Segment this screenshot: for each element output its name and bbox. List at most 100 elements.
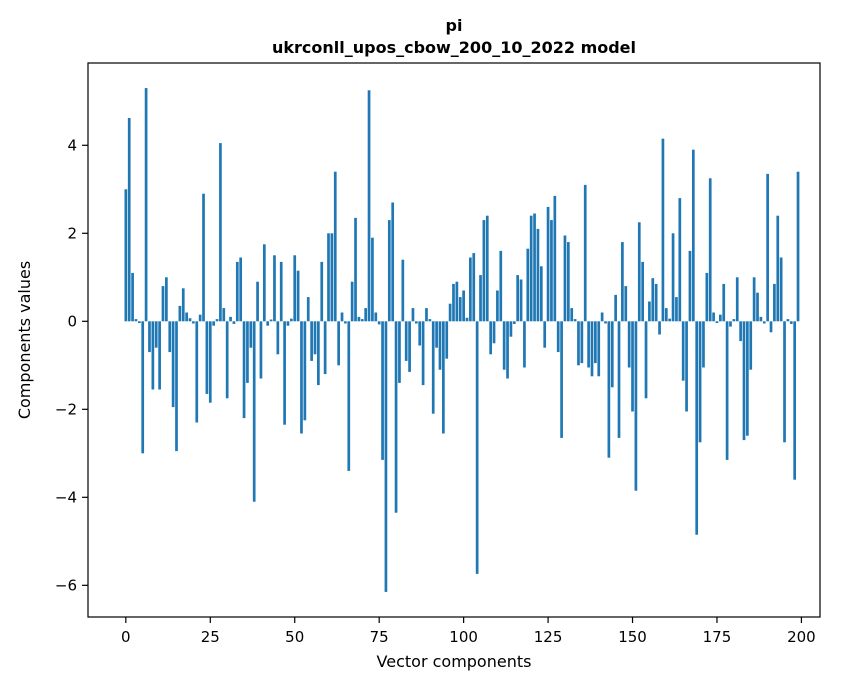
bar	[171, 321, 175, 408]
bar	[452, 283, 455, 322]
bar	[181, 288, 185, 322]
bar	[475, 321, 479, 574]
y-tick-label: −4	[55, 488, 77, 506]
bar	[526, 248, 530, 322]
bar	[131, 272, 134, 322]
bar	[398, 321, 401, 383]
bar	[773, 283, 776, 322]
bar	[283, 321, 286, 425]
x-tick-label: 75	[370, 628, 389, 646]
bar	[651, 278, 655, 322]
bar	[198, 314, 202, 322]
x-axis-label: Vector components	[377, 652, 532, 671]
bar	[766, 173, 769, 322]
bar	[273, 255, 276, 322]
bar	[425, 308, 428, 322]
bar	[556, 321, 560, 353]
bar	[188, 318, 192, 322]
bar	[627, 321, 631, 368]
bar	[428, 319, 432, 322]
bar	[739, 321, 742, 342]
bar	[732, 319, 736, 322]
bar	[550, 220, 553, 322]
bar	[225, 321, 229, 399]
bar	[482, 220, 486, 322]
bar	[637, 222, 641, 322]
bar	[610, 321, 614, 388]
bar	[354, 217, 357, 322]
bar	[259, 321, 263, 379]
bar	[195, 321, 199, 423]
bar	[141, 321, 145, 454]
bar	[566, 242, 570, 322]
bar	[442, 321, 445, 434]
bar	[124, 189, 128, 322]
bar	[624, 286, 628, 322]
bar	[165, 277, 168, 322]
bar	[648, 301, 651, 322]
bar	[340, 312, 344, 322]
bar	[333, 171, 337, 322]
bar	[205, 321, 209, 394]
bar	[614, 294, 617, 322]
bar	[232, 321, 236, 324]
bar	[762, 321, 766, 324]
x-tick-label: 0	[121, 628, 131, 646]
bar	[502, 321, 506, 370]
bar	[675, 297, 678, 322]
bar	[462, 290, 465, 322]
bar	[708, 178, 712, 322]
bar	[587, 321, 590, 368]
bar	[506, 321, 509, 379]
chart-title: pi	[446, 16, 463, 35]
bar	[553, 195, 557, 322]
bar	[786, 319, 790, 322]
bar	[594, 321, 597, 364]
bar	[276, 321, 280, 355]
bar	[323, 321, 327, 375]
x-tick-label: 50	[285, 628, 304, 646]
bar	[384, 321, 388, 592]
bar	[607, 321, 611, 458]
bar	[695, 321, 699, 535]
bar	[421, 321, 425, 386]
bar	[279, 261, 283, 322]
bar	[546, 206, 550, 322]
chart-subtitle: ukrconll_upos_cbow_200_10_2022 model	[272, 38, 636, 57]
bar	[512, 321, 516, 324]
bar	[286, 321, 290, 326]
bar	[634, 321, 638, 491]
plot-area-frame	[87, 62, 821, 618]
bar	[418, 321, 422, 346]
bar	[597, 321, 601, 377]
bar	[360, 319, 364, 322]
bar	[691, 149, 695, 322]
bar	[489, 321, 492, 355]
y-axis-label: Components values	[15, 261, 34, 419]
bar	[438, 321, 442, 370]
bar	[729, 321, 732, 327]
bar	[175, 321, 178, 452]
bar	[290, 318, 293, 322]
bar	[563, 235, 567, 322]
bar	[644, 321, 648, 399]
bar	[246, 321, 249, 383]
bar	[654, 283, 658, 322]
bar	[212, 321, 216, 326]
bar	[327, 233, 330, 322]
bar	[367, 90, 371, 322]
bar	[465, 317, 469, 322]
bar	[394, 321, 398, 513]
bar	[381, 321, 384, 460]
bar	[262, 244, 266, 322]
bar	[702, 321, 705, 368]
x-tick-label: 175	[703, 628, 732, 646]
bar	[671, 233, 675, 322]
bar	[215, 319, 219, 322]
bar	[600, 312, 604, 322]
bar	[560, 321, 563, 438]
bar	[536, 228, 540, 322]
bar	[137, 321, 141, 324]
bar	[719, 314, 722, 322]
